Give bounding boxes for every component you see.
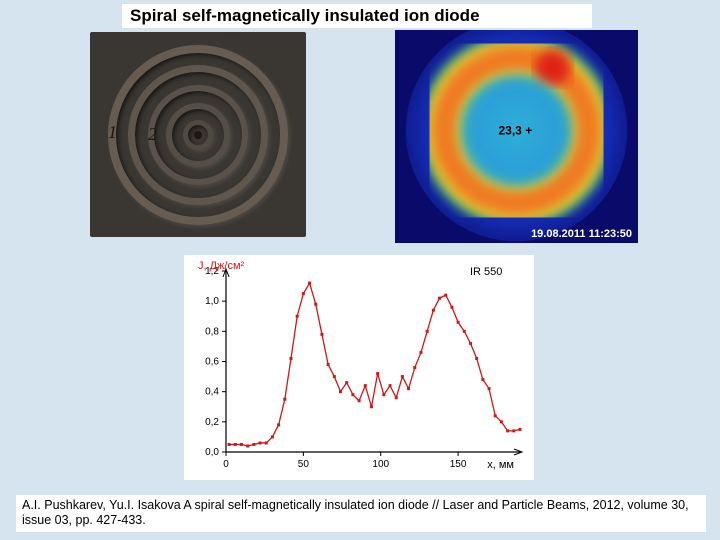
- photo-marker-1: 1: [108, 122, 117, 143]
- svg-text:0,0: 0,0: [205, 447, 219, 458]
- svg-text:J, Дж/см²: J, Дж/см²: [198, 260, 245, 272]
- spiral-coil: [103, 40, 293, 230]
- thermal-image: 23,3 + 19.08.2011 11:23:50: [395, 30, 638, 243]
- profile-chart: 0,00,20,40,60,81,01,2050100150J, Дж/см²x…: [184, 255, 534, 480]
- svg-text:0,2: 0,2: [205, 417, 219, 428]
- svg-text:IR 550: IR 550: [470, 266, 502, 278]
- photo-marker-2: 2: [148, 124, 157, 145]
- svg-text:23,3 +: 23,3 +: [499, 124, 533, 138]
- svg-text:0,6: 0,6: [205, 357, 219, 368]
- svg-text:50: 50: [298, 459, 310, 470]
- chart-canvas: 0,00,20,40,60,81,01,2050100150J, Дж/см²x…: [184, 255, 534, 480]
- svg-text:19.08.2011 11:23:50: 19.08.2011 11:23:50: [531, 228, 632, 240]
- svg-text:0,4: 0,4: [205, 387, 219, 398]
- svg-text:100: 100: [372, 459, 389, 470]
- svg-text:0: 0: [223, 459, 229, 470]
- svg-text:150: 150: [450, 459, 467, 470]
- citation-text: A.I. Pushkarev, Yu.I. Isakova A spiral s…: [16, 495, 706, 532]
- spiral-photo: 1 2: [90, 32, 306, 237]
- svg-text:1,0: 1,0: [205, 296, 219, 307]
- slide-title: Spiral self-magnetically insulated ion d…: [122, 4, 592, 28]
- thermal-heatmap: 23,3 + 19.08.2011 11:23:50: [395, 30, 638, 243]
- svg-text:0,8: 0,8: [205, 326, 219, 337]
- svg-text:x, мм: x, мм: [487, 459, 514, 471]
